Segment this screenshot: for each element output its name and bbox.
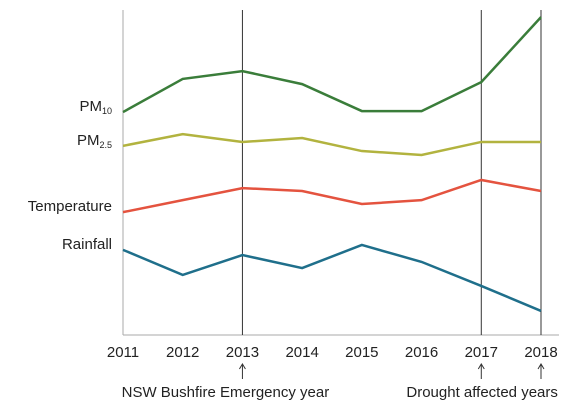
series-line	[122, 243, 542, 313]
series-line	[122, 132, 541, 157]
arrow-head	[537, 363, 545, 370]
series-line	[122, 178, 542, 214]
x-tick-label: 2017	[465, 344, 498, 361]
x-tick-label: 2012	[166, 344, 199, 361]
annotation: Drought affected years	[406, 384, 557, 401]
x-tick-label: 2018	[524, 344, 557, 361]
series-label: Rainfall	[62, 236, 112, 253]
series-label: PM10	[79, 98, 112, 116]
x-tick-label: 2016	[405, 344, 438, 361]
x-tick-label: 2013	[226, 344, 259, 361]
series-label: PM2.5	[77, 132, 112, 150]
x-tick-label: 2014	[285, 344, 318, 361]
x-tick-label: 2011	[107, 344, 139, 361]
x-tick-label: 2015	[345, 344, 378, 361]
series-line	[122, 16, 542, 114]
arrow-head	[477, 363, 485, 370]
series-label: Temperature	[28, 198, 112, 215]
annotation: NSW Bushfire Emergency year	[122, 384, 330, 401]
arrow-head	[239, 363, 246, 370]
